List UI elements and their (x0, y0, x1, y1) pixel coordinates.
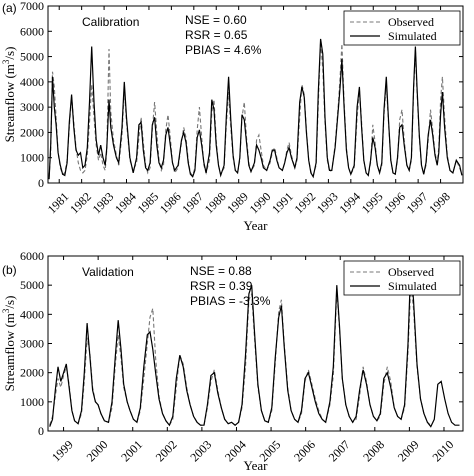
panel-label: (a) (2, 1, 17, 15)
chart-title: Calibration (82, 15, 139, 29)
x-tick-label: 1991 (269, 189, 296, 216)
y-tick-label: 2000 (20, 125, 44, 139)
y-tick-label: 3000 (20, 337, 44, 351)
stat-nse: NSE = 0.88 (190, 264, 252, 278)
x-tick-label: 2002 (153, 437, 180, 464)
stat-pbias: PBIAS = 4.6% (185, 43, 262, 57)
x-tick-label: 2001 (118, 437, 145, 464)
x-tick-label: 1990 (247, 189, 274, 216)
x-tick-label: 1984 (112, 189, 139, 216)
y-tick-label: 5000 (20, 50, 44, 64)
y-tick-label: 6000 (20, 249, 44, 263)
x-tick-label: 2006 (291, 437, 318, 464)
legend-label-simulated: Simulated (388, 29, 437, 43)
x-tick-label: 1989 (224, 189, 251, 216)
y-axis-label: Streamflow (m3/s) (1, 47, 17, 143)
x-axis-label: Year (244, 218, 269, 233)
x-tick-label: 1982 (67, 189, 94, 216)
series-line-simulated (48, 38, 463, 180)
y-tick-label: 5000 (20, 278, 44, 292)
x-tick-label: 1983 (90, 189, 117, 216)
y-tick-label: 1000 (20, 395, 44, 409)
x-tick-label: 1993 (314, 189, 341, 216)
x-tick-label: 2000 (84, 437, 111, 464)
legend-box (343, 260, 461, 296)
stat-rsr: RSR = 0.39 (190, 279, 253, 293)
x-tick-label: 1997 (404, 189, 431, 216)
stat-pbias: PBIAS = -3.3% (190, 294, 271, 308)
x-tick-label: 1981 (45, 189, 72, 216)
x-tick-label: 2007 (326, 437, 353, 464)
x-tick-label: 1988 (202, 189, 229, 216)
x-tick-label: 2010 (429, 437, 456, 464)
legend-label-simulated: Simulated (388, 279, 437, 293)
plot-area-frame (47, 5, 464, 184)
panel-label: (b) (2, 263, 17, 277)
y-axis-label-tail: /s) (2, 296, 17, 309)
x-tick-label: 1995 (359, 189, 386, 216)
x-tick-label: 1987 (179, 189, 206, 216)
stat-nse: NSE = 0.60 (185, 13, 247, 27)
legend-label-observed: Observed (388, 15, 434, 29)
y-tick-label: 4000 (20, 75, 44, 89)
y-tick-label: 1000 (20, 151, 44, 165)
x-tick-label: 1992 (291, 189, 318, 216)
x-tick-label: 1994 (336, 189, 363, 216)
chart-title: Validation (82, 265, 134, 279)
chart-panel-validation: 0 1000 2000 3000 4000 5000 6000 1999 2000 2001 200… (1, 249, 464, 473)
y-tick-label: 6000 (20, 24, 44, 38)
y-axis-label-sup: 3 (1, 308, 11, 313)
y-tick-label: 3000 (20, 100, 44, 114)
legend-box (343, 10, 461, 46)
y-tick-label: 0 (38, 176, 44, 190)
x-tick-label: 2003 (187, 437, 214, 464)
y-tick-label: 0 (38, 424, 44, 438)
x-tick-label: 2009 (395, 437, 422, 464)
x-tick-label: 1999 (49, 437, 76, 464)
y-tick-label: 4000 (20, 307, 44, 321)
y-axis-label-main: Streamflow (m (2, 64, 17, 142)
chart-panel-calibration: 0100020003000400050006000700019811982198… (1, 0, 464, 233)
y-tick-label: 7000 (20, 0, 44, 13)
stat-rsr: RSR = 0.65 (185, 28, 248, 42)
y-axis-label-tail: /s) (2, 47, 17, 60)
x-tick-label: 1986 (157, 189, 184, 216)
y-axis-label-sup: 3 (1, 59, 11, 64)
series-line-simulated (49, 264, 460, 428)
x-tick-label: 1998 (426, 189, 453, 216)
legend-label-observed: Observed (388, 265, 434, 279)
y-tick-label: 2000 (20, 366, 44, 380)
x-tick-label: 2008 (360, 437, 387, 464)
y-axis-label: Streamflow (m3/s) (1, 296, 17, 392)
x-tick-label: 1996 (381, 189, 408, 216)
y-axis-label-main: Streamflow (m (2, 313, 17, 391)
x-axis-label: Year (244, 458, 269, 473)
x-tick-label: 1985 (134, 189, 161, 216)
